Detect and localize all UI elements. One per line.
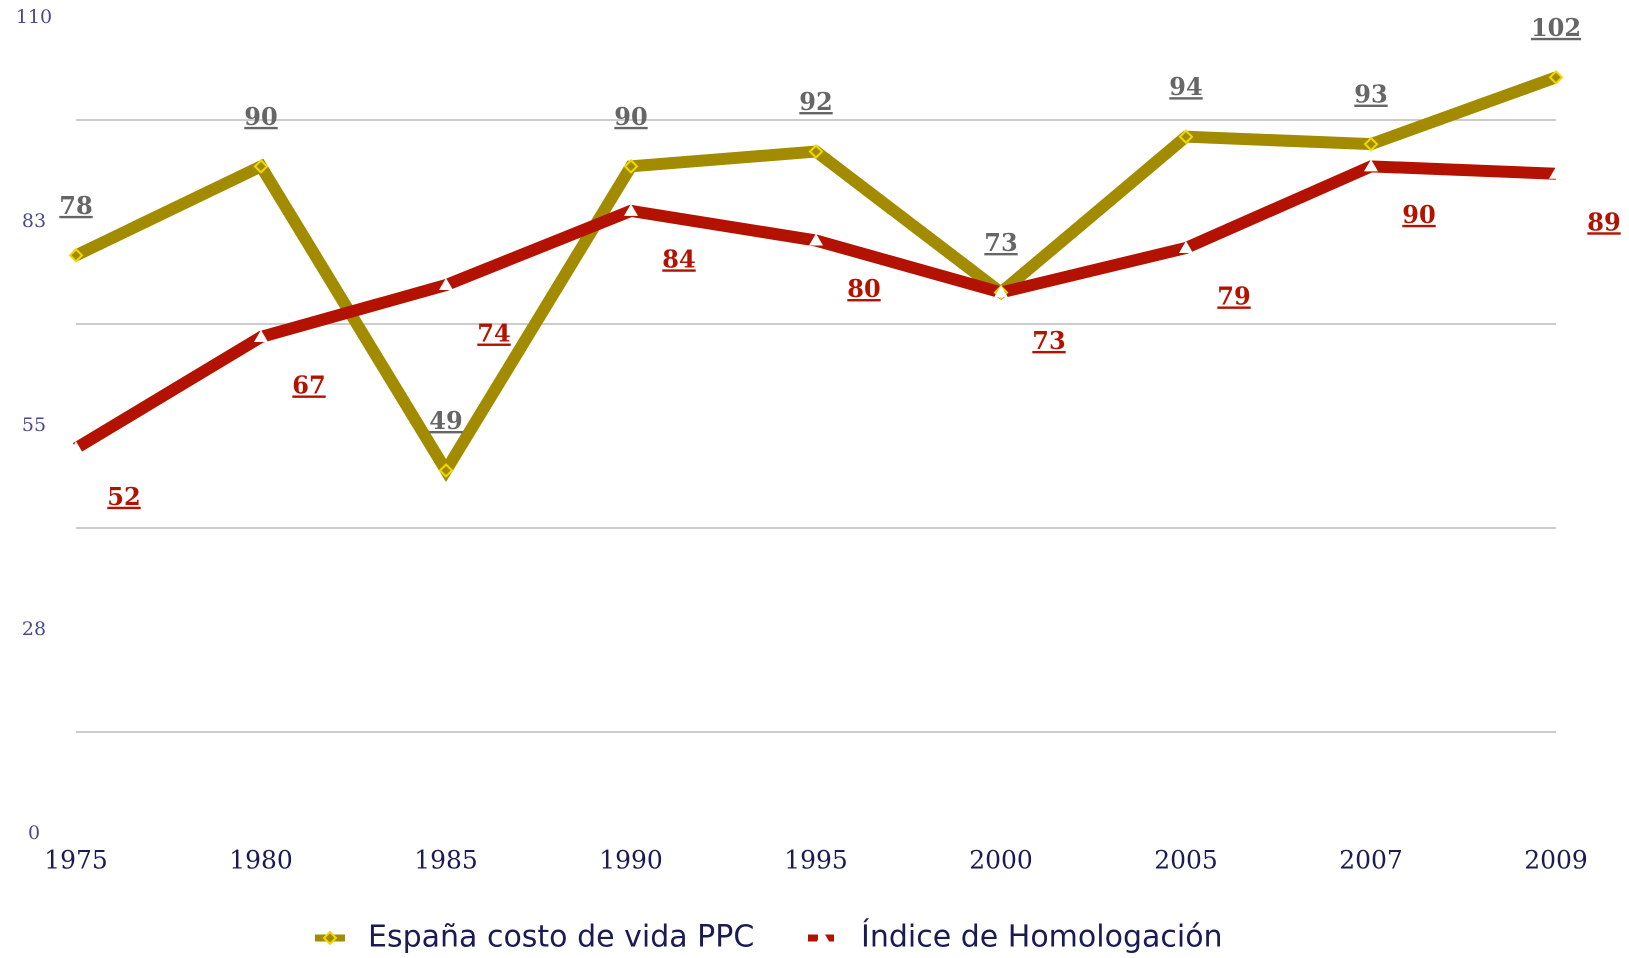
legend-label: Índice de Homologación (861, 919, 1223, 955)
y-tick-label: 55 (22, 414, 46, 436)
point-marker (808, 144, 824, 159)
point-marker (1548, 69, 1564, 85)
legend-label: España costo de vida PPC (368, 920, 754, 955)
y-tick-label: 110 (16, 6, 52, 28)
data-label: 73 (1032, 326, 1065, 355)
point-marker (994, 285, 1008, 298)
point-marker (254, 329, 268, 342)
point-marker (1549, 166, 1563, 179)
data-label: 52 (107, 482, 140, 511)
data-label: 93 (1354, 80, 1387, 109)
x-tick-label: 1975 (44, 846, 108, 875)
point-marker (438, 463, 454, 478)
x-tick-label: 2000 (969, 846, 1033, 875)
data-label: 67 (292, 370, 325, 399)
x-tick-label: 1980 (229, 846, 293, 875)
data-label: 78 (59, 191, 92, 220)
point-marker (1363, 136, 1379, 152)
data-label: 92 (799, 87, 832, 116)
data-label: 84 (662, 244, 695, 273)
data-label: 74 (477, 319, 510, 348)
data-label: 80 (847, 274, 880, 303)
y-tick-label: 28 (22, 618, 46, 640)
point-marker (69, 441, 83, 454)
x-tick-label: 1990 (599, 846, 663, 875)
point-marker (624, 203, 638, 216)
data-label: 73 (984, 228, 1017, 257)
x-tick-label: 2005 (1154, 846, 1218, 875)
y-tick-label: 0 (28, 822, 40, 844)
x-tick-label: 1995 (784, 846, 848, 875)
x-tick-label: 2007 (1339, 846, 1403, 875)
x-tick-label: 2009 (1524, 846, 1588, 875)
point-marker (816, 931, 830, 943)
data-label: 102 (1531, 13, 1581, 42)
series-line (73, 71, 1559, 483)
data-label: 90 (244, 102, 277, 131)
point-marker (322, 930, 338, 946)
point-marker (809, 233, 823, 246)
data-label: 79 (1217, 281, 1250, 310)
point-marker (253, 158, 269, 174)
data-label: 49 (429, 406, 462, 435)
point-marker (1364, 159, 1378, 172)
point-marker (68, 247, 84, 263)
point-marker (1179, 240, 1193, 253)
x-tick-label: 1985 (414, 846, 478, 875)
point-marker (623, 158, 639, 174)
data-label: 90 (614, 102, 647, 131)
data-label: 89 (1587, 207, 1620, 236)
point-marker (439, 278, 453, 291)
data-label: 90 (1402, 200, 1435, 229)
data-label: 94 (1169, 72, 1202, 101)
point-marker (1178, 129, 1194, 145)
y-tick-label: 83 (22, 210, 46, 232)
series-line (72, 160, 1557, 454)
